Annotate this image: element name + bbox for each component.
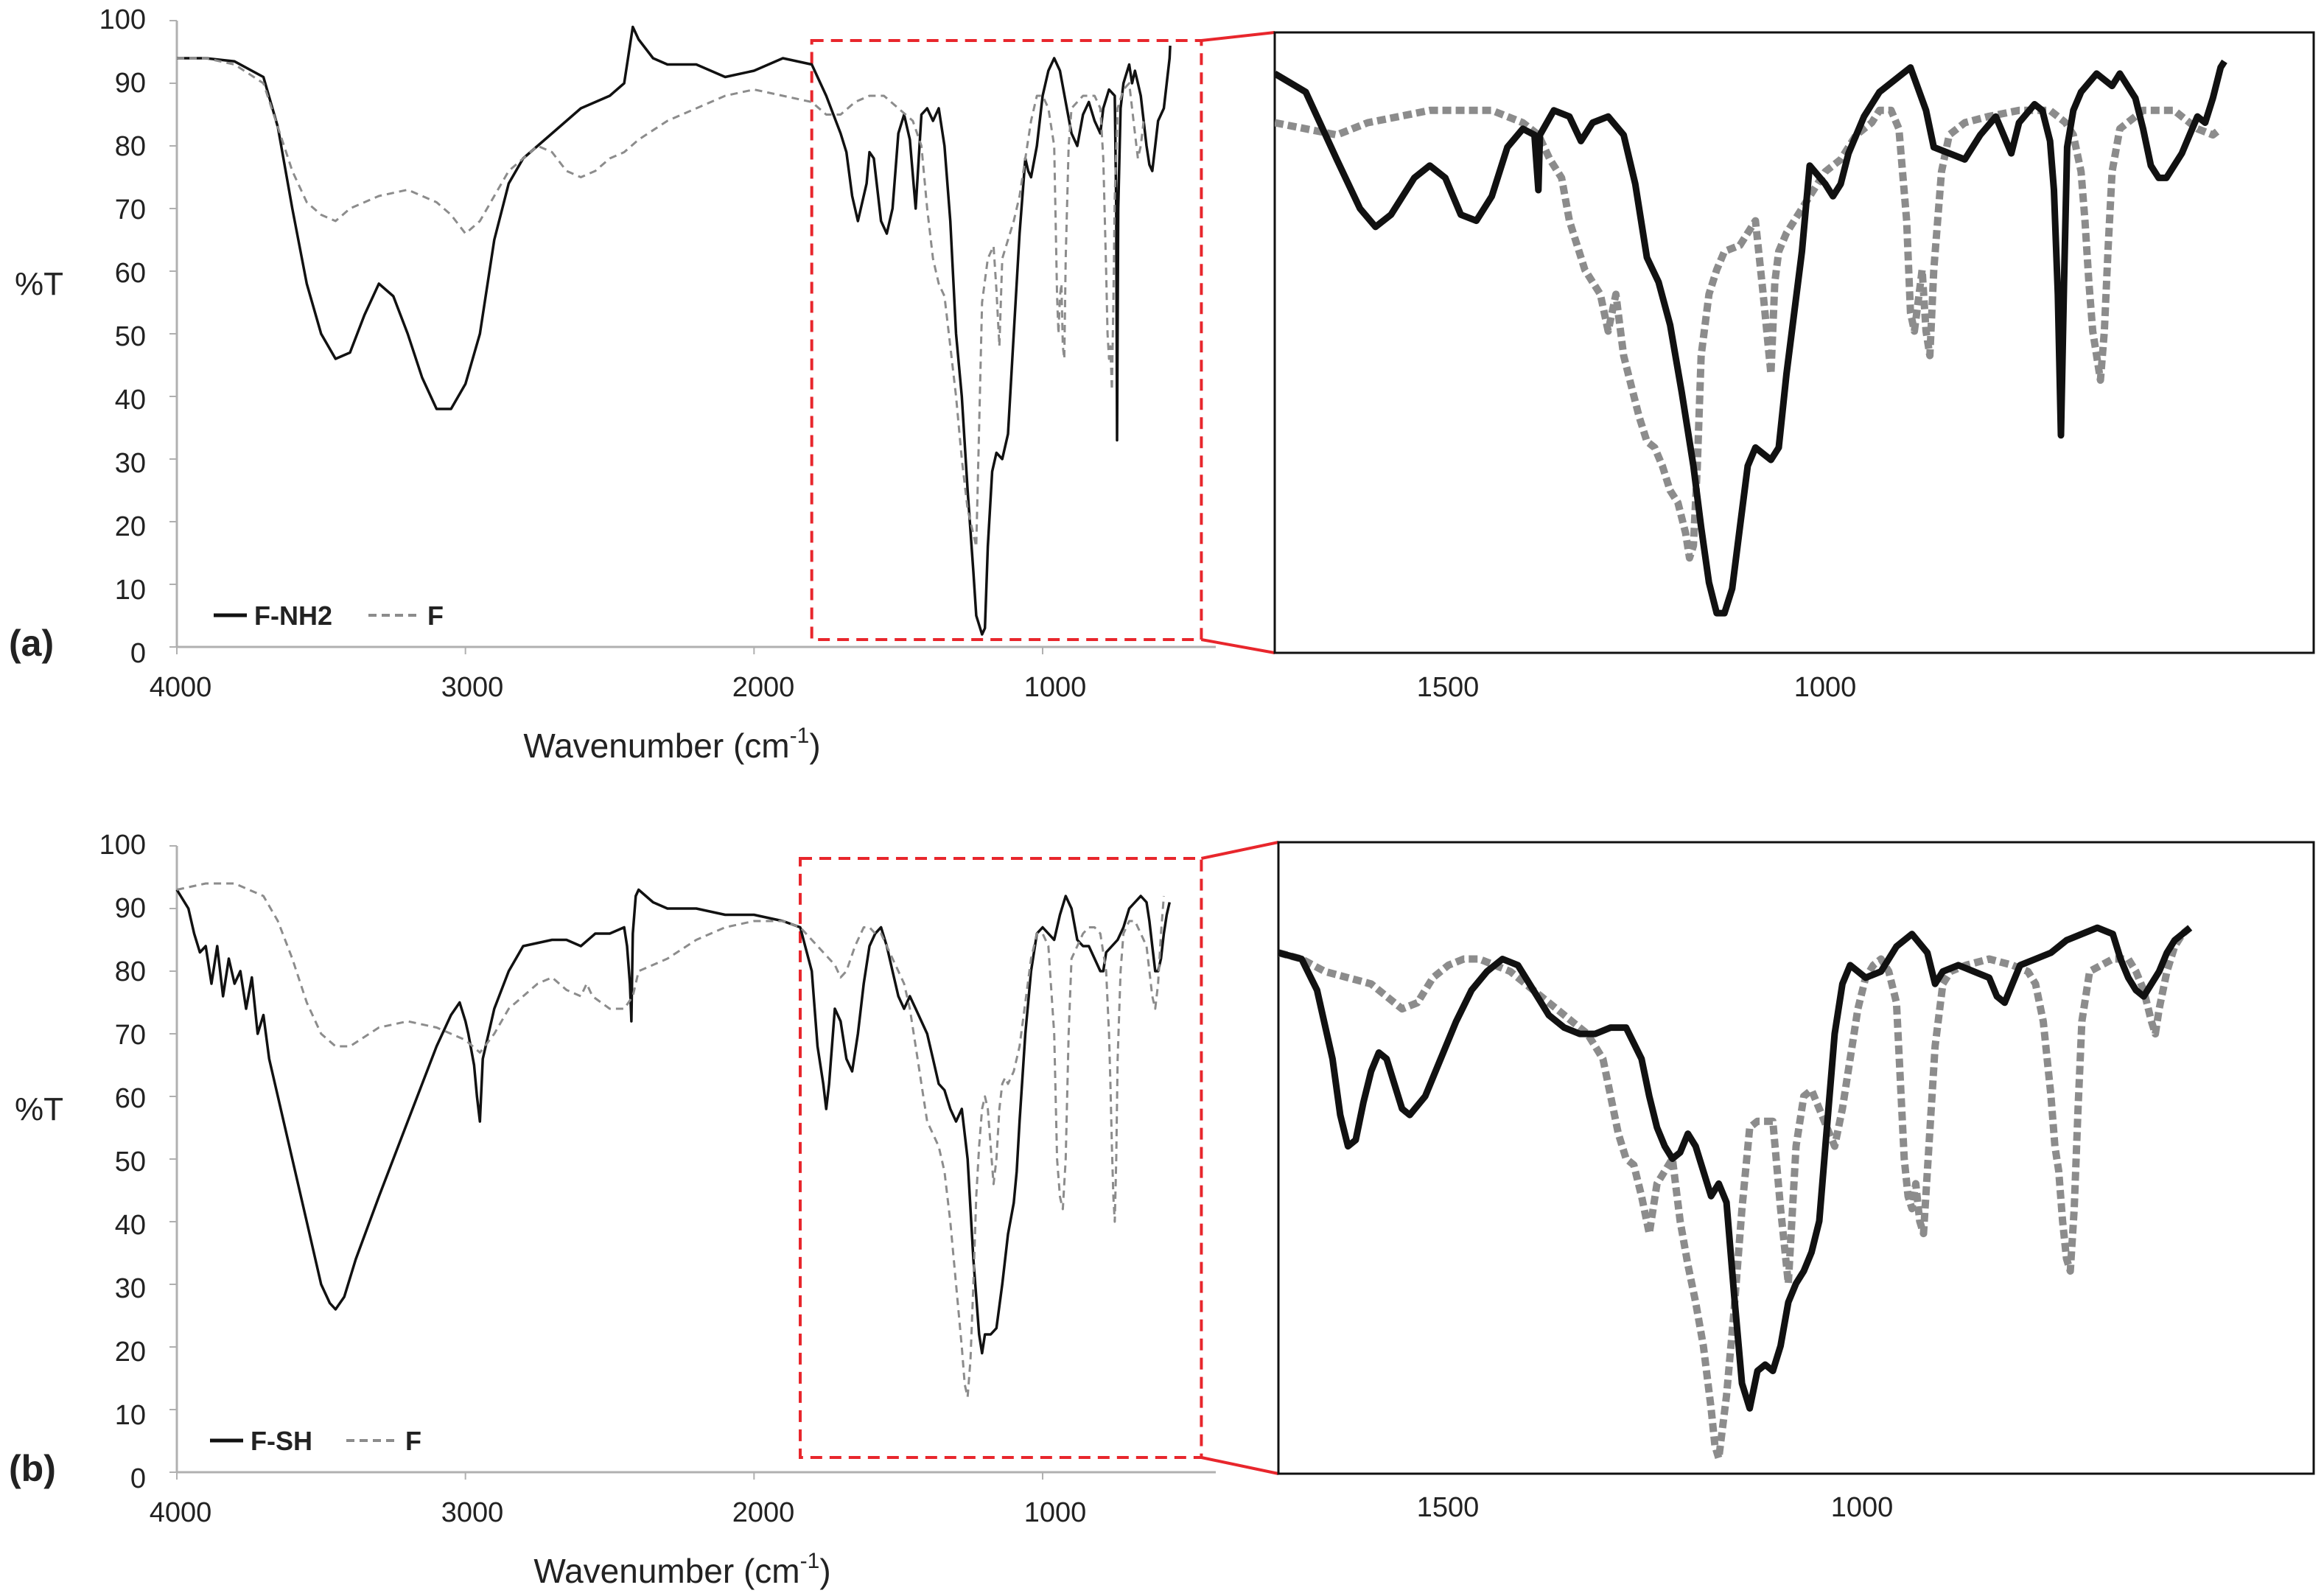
panel-b-x-tick-labels: 4000 3000 2000 1000 <box>150 1497 1087 1528</box>
panel-a-y-tick-90: 90 <box>115 68 146 99</box>
panel-a-y-tick-20: 20 <box>115 511 146 542</box>
panel-a-zoom-connector-top <box>1201 31 1275 42</box>
panel-b-zoom-connector-bottom <box>1201 1456 1279 1475</box>
panel-b-y-tick-20: 20 <box>115 1337 146 1368</box>
panel-a-x-tick-3000: 3000 <box>441 672 504 703</box>
panel-a-x-tick-2000: 2000 <box>732 672 795 703</box>
panel-b-y-tick-50: 50 <box>115 1147 146 1177</box>
panel-b-y-tick-90: 90 <box>115 893 146 924</box>
panel-b-inset-sample-line <box>1278 924 2193 1412</box>
panel-b-y-axis-title: %T <box>15 1091 63 1127</box>
panel-b-x-tick-1000: 1000 <box>1024 1497 1087 1528</box>
panel-b-series-f-sh-sample <box>175 888 1172 1355</box>
panel-b-zoom-box <box>799 857 1203 1459</box>
panel-a-inset-chart: 1500 1000 <box>1417 672 1857 703</box>
panel-b-series-f-reference <box>176 882 1165 1399</box>
panel-a-series-f-nh2-sample <box>177 25 1172 636</box>
panel-b-y-tick-labels: 0 10 20 30 40 50 60 70 80 90 100 <box>99 830 146 1494</box>
legend-label-f-b: F <box>405 1426 421 1456</box>
panel-a-main-chart: 0 10 20 30 40 50 60 70 80 90 100 4000 30… <box>9 4 1086 765</box>
series-layer <box>175 25 2227 1463</box>
panel-a-series-f-reference <box>177 57 1145 548</box>
legend-label-f-nh2: F-NH2 <box>254 601 332 631</box>
panel-a-y-tick-10: 10 <box>115 575 146 606</box>
legend-label-f-a: F <box>427 601 444 631</box>
panel-a-y-axis-title: %T <box>15 266 63 302</box>
legend-label-f-sh: F-SH <box>251 1426 312 1456</box>
panel-a-y-tick-70: 70 <box>115 195 146 225</box>
panel-a-y-tick-30: 30 <box>115 448 146 479</box>
panel-a-legend: F-NH2 F <box>214 601 444 631</box>
panel-b-x-tick-3000: 3000 <box>441 1497 504 1528</box>
panel-b-x-tick-2000: 2000 <box>732 1497 795 1528</box>
panel-a-y-tick-60: 60 <box>115 258 146 289</box>
panel-a-zoom-box <box>810 39 1203 641</box>
panel-a-y-tick-labels: 0 10 20 30 40 50 60 70 80 90 100 <box>99 4 146 669</box>
axes-layer <box>169 20 2315 1480</box>
panel-a-y-tick-40: 40 <box>115 385 146 416</box>
panel-b-y-tick-100: 100 <box>99 830 146 861</box>
panel-a-x-axis-title: Wavenumber (cm-1) <box>523 724 820 765</box>
panel-a-x-tick-1000: 1000 <box>1024 672 1087 703</box>
panel-a-inset-reference-line <box>1275 106 2223 562</box>
panel-b-inset-reference-line <box>1278 925 2193 1463</box>
panel-a-x-tick-4000: 4000 <box>150 672 212 703</box>
panel-b-y-tick-60: 60 <box>115 1083 146 1114</box>
panel-b-x-tick-4000: 4000 <box>150 1497 212 1528</box>
panel-a-y-tick-50: 50 <box>115 321 146 352</box>
panel-b-y-tick-10: 10 <box>115 1400 146 1431</box>
panel-b-inset-x-tick-1000: 1000 <box>1831 1492 1894 1523</box>
panel-a-inset-x-tick-1000: 1000 <box>1794 672 1857 703</box>
panel-b-legend: F-SH F <box>210 1426 421 1456</box>
panel-b-y-tick-80: 80 <box>115 956 146 987</box>
panel-b-y-tick-0: 0 <box>130 1463 146 1494</box>
panel-b-inset-chart: 1500 1000 <box>1417 1492 1894 1523</box>
panel-a-inset-series <box>1275 59 2227 617</box>
panel-b-x-axis-title: Wavenumber (cm-1) <box>533 1549 830 1590</box>
panel-b-inset-x-tick-1500: 1500 <box>1417 1492 1480 1523</box>
panel-a-inset-frame <box>1273 31 2315 654</box>
panel-b-y-tick-30: 30 <box>115 1273 146 1304</box>
panel-a-label: (a) <box>9 623 54 664</box>
panel-a-zoom-connector-bottom <box>1201 638 1275 654</box>
panel-b-label: (b) <box>9 1448 56 1489</box>
panel-a-y-tick-0: 0 <box>130 638 146 669</box>
panel-b-inset-series <box>1278 924 2193 1463</box>
panel-a-y-tick-80: 80 <box>115 131 146 162</box>
panel-b-y-tick-70: 70 <box>115 1020 146 1051</box>
panel-b-main-chart: 0 10 20 30 40 50 60 70 80 90 100 4000 30… <box>9 830 1086 1590</box>
panel-a-inset-x-tick-1500: 1500 <box>1417 672 1480 703</box>
panel-a-inset-sample-line <box>1275 59 2227 617</box>
panel-b-y-tick-40: 40 <box>115 1210 146 1241</box>
panel-a-x-tick-labels: 4000 3000 2000 1000 <box>150 672 1087 703</box>
panel-a-y-tick-100: 100 <box>99 4 146 35</box>
panel-b-zoom-connector-top <box>1201 841 1279 860</box>
